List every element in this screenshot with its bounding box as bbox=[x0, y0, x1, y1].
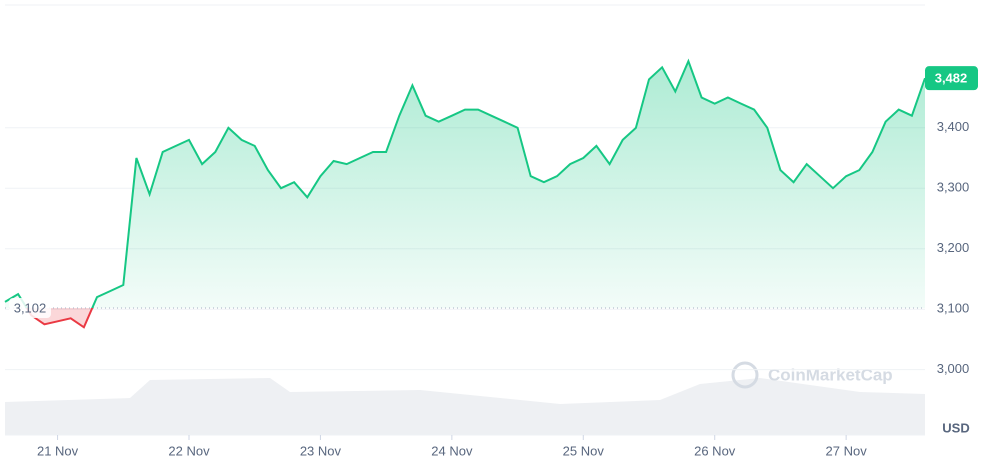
watermark: CoinMarketCap bbox=[731, 361, 893, 389]
x-tick-label: 21 Nov bbox=[37, 443, 79, 458]
x-tick-label: 25 Nov bbox=[563, 443, 605, 458]
last-price-badge bbox=[925, 66, 978, 91]
x-tick-label: 26 Nov bbox=[694, 443, 736, 458]
area-above bbox=[5, 61, 925, 308]
watermark-text: CoinMarketCap bbox=[768, 365, 893, 384]
y-tick-label: 3,000 bbox=[937, 361, 970, 376]
y-tick-label: 3,100 bbox=[937, 301, 970, 316]
x-tick-label: 23 Nov bbox=[300, 443, 342, 458]
baseline-label-bg bbox=[9, 297, 51, 318]
x-tick-label: 22 Nov bbox=[168, 443, 210, 458]
y-tick-label: 3,200 bbox=[937, 240, 970, 255]
last-price-label: 3,482 bbox=[935, 71, 968, 86]
baseline-label: 3,102 bbox=[14, 300, 47, 315]
x-tick-label: 27 Nov bbox=[826, 443, 868, 458]
x-tick-label: 24 Nov bbox=[431, 443, 473, 458]
y-tick-label: 3,300 bbox=[937, 180, 970, 195]
unit-label: USD bbox=[942, 420, 969, 435]
price-line-above bbox=[4, 58, 926, 308]
y-tick-label: 3,400 bbox=[937, 119, 970, 134]
volume-backdrop bbox=[5, 378, 925, 435]
